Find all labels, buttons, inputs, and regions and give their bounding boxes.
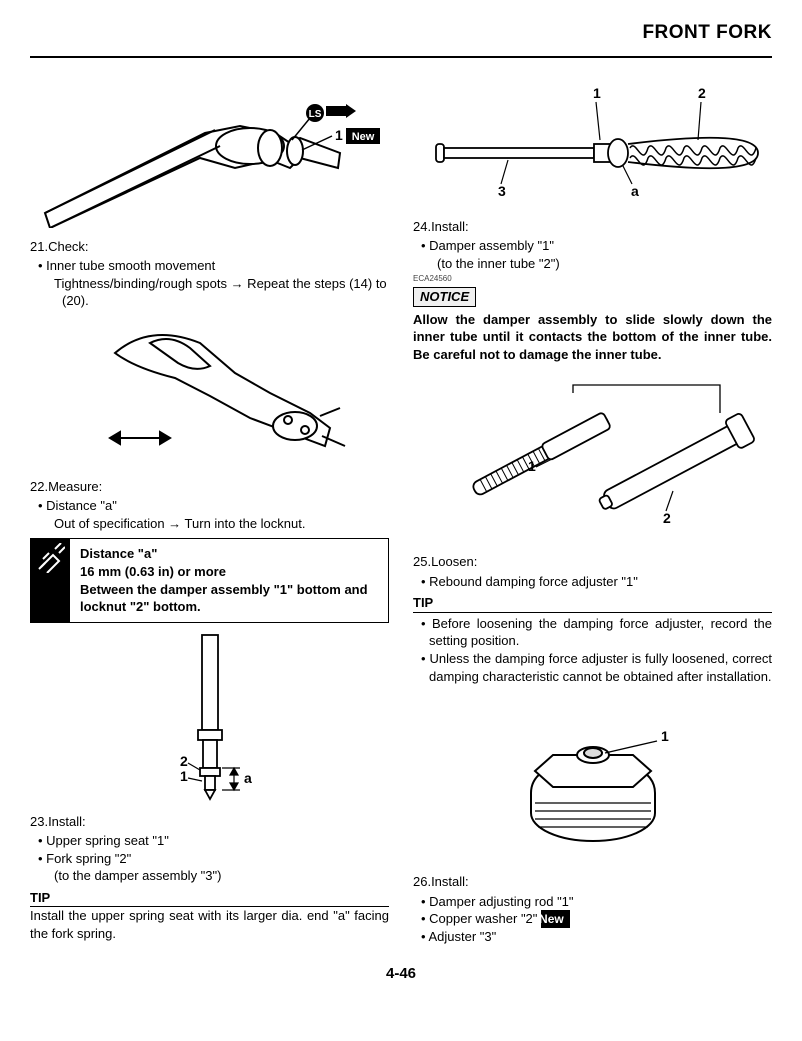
step-23-head: 23.Install:	[30, 813, 389, 831]
step-23-b1: Upper spring seat "1"	[38, 832, 389, 850]
spec-box-distance: Distance "a" 16 mm (0.63 in) or more Bet…	[30, 538, 389, 622]
spec-icon	[31, 539, 70, 621]
svg-text:2: 2	[180, 753, 188, 769]
header-rule	[30, 56, 772, 58]
tip-23-label: TIP	[30, 889, 50, 907]
step-24-head: 24.Install:	[413, 218, 772, 236]
step-22-b1-sub: Out of specification → Turn into the loc…	[62, 515, 389, 533]
callout-1: 1	[335, 127, 343, 143]
svg-text:a: a	[244, 770, 252, 786]
tip-23-text: Install the upper spring seat with its l…	[30, 907, 389, 942]
spec-text: Distance "a" 16 mm (0.63 in) or more Bet…	[70, 539, 388, 621]
svg-text:1: 1	[528, 458, 536, 474]
svg-text:1: 1	[593, 85, 601, 101]
step-22-b1: Distance "a"	[46, 498, 117, 513]
step-25-b1: Rebound damping force adjuster "1"	[421, 573, 772, 591]
spec-desc: Between the damper assembly "1" bottom a…	[80, 581, 378, 616]
step-21-bullets: Inner tube smooth movement Tightness/bin…	[38, 257, 389, 310]
step-26-head: 26.Install:	[413, 873, 772, 891]
svg-text:3: 3	[498, 183, 506, 199]
step-26-b2: Copper washer "2"	[429, 911, 537, 926]
step-25-bullets: Rebound damping force adjuster "1"	[421, 573, 772, 591]
figure-hand-check	[30, 318, 389, 468]
svg-text:New: New	[351, 131, 374, 143]
svg-text:2: 2	[663, 510, 671, 526]
step-24-b1-sub: (to the inner tube "2")	[445, 255, 772, 273]
step-26-bullets: Damper adjusting rod "1" Copper washer "…	[421, 893, 772, 946]
step-22-bullets: Distance "a" Out of specification → Turn…	[38, 497, 389, 532]
tip-25-label: TIP	[413, 594, 433, 612]
step-22-head: 22.Measure:	[30, 478, 389, 496]
new-badge-group: New	[346, 128, 380, 144]
notice-label: NOTICE	[413, 287, 476, 307]
page-title: FRONT FORK	[30, 20, 772, 46]
tip-23-rule: TIP	[30, 889, 389, 908]
left-column: LS 1 New 21.Check: Inner tube smooth mov…	[30, 70, 389, 946]
step-23-bullets: Upper spring seat "1" Fork spring "2" (t…	[38, 832, 389, 885]
step-23-b2: Fork spring "2"	[46, 851, 131, 866]
tip-25-rule: TIP	[413, 594, 772, 613]
spec-title: Distance "a"	[80, 545, 378, 563]
page-number: 4-46	[30, 964, 772, 984]
two-column-layout: LS 1 New 21.Check: Inner tube smooth mov…	[30, 70, 772, 946]
tip-25-b2: Unless the damping force adjuster is ful…	[421, 650, 772, 685]
figure-inner-tube: LS 1 New	[30, 78, 389, 228]
svg-text:LS: LS	[308, 109, 321, 120]
svg-text:1: 1	[661, 728, 669, 744]
step-26-b1: Damper adjusting rod "1"	[421, 893, 772, 911]
right-column: 1 2 3 a 24.Install: Damper assembly "1" …	[413, 70, 772, 946]
step-23-b2-sub: (to the damper assembly "3")	[62, 867, 389, 885]
step-21-b1: Inner tube smooth movement	[46, 258, 215, 273]
new-badge: New	[541, 910, 570, 928]
step-26-b3: Adjuster "3"	[421, 928, 772, 946]
svg-text:1: 1	[180, 768, 188, 784]
tip-25-b1: Before loosening the damping force adjus…	[421, 615, 772, 650]
notice-code: ECA24560	[413, 274, 772, 285]
svg-text:a: a	[631, 183, 639, 199]
svg-text:2: 2	[698, 85, 706, 101]
figure-spring-assembly: 1 2 3 a	[413, 78, 772, 208]
figure-distance-a: 2 1 a	[30, 633, 389, 803]
step-21-head: 21.Check:	[30, 238, 389, 256]
step-21-b1-sub: Tightness/binding/rough spots → Repeat t…	[62, 275, 389, 310]
notice-text: Allow the damper assembly to slide slowl…	[413, 311, 772, 364]
figure-adjuster-cap: 1	[413, 703, 772, 863]
tip-25-bullets: Before loosening the damping force adjus…	[421, 615, 772, 685]
step-24-b1: Damper assembly "1"	[429, 238, 554, 253]
figure-damper-rods: 1 2	[413, 373, 772, 543]
step-25-head: 25.Loosen:	[413, 553, 772, 571]
spec-value: 16 mm (0.63 in) or more	[80, 563, 378, 581]
step-24-bullets: Damper assembly "1" (to the inner tube "…	[421, 237, 772, 272]
